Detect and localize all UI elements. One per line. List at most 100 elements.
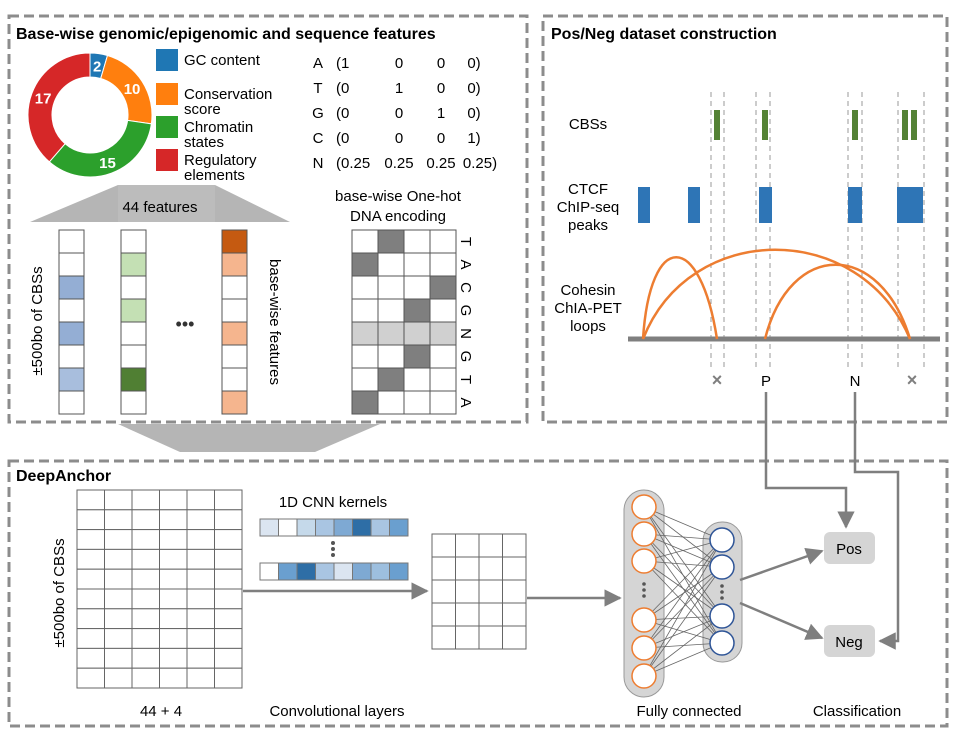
input-cell	[76, 509, 105, 531]
feature-cell	[58, 252, 85, 277]
cohesin-label-2: ChIA-PET	[554, 300, 622, 317]
conv-cell	[478, 579, 503, 604]
legend-label: Conservation	[184, 86, 272, 103]
onehot-cell	[403, 275, 431, 300]
sequence-base: A	[457, 397, 474, 407]
onehot-cell	[403, 390, 431, 415]
fc-edge	[643, 533, 723, 617]
kernel-cell	[315, 518, 335, 537]
onehot-cell	[351, 367, 379, 392]
ctcf-peak	[688, 187, 700, 223]
input-cell	[186, 647, 215, 669]
sequence-base: A	[457, 259, 474, 269]
kernel-cell	[389, 518, 409, 537]
kernel-cell	[352, 562, 372, 581]
input-cell	[159, 628, 188, 649]
deepanchor-panel-title: DeepAnchor	[16, 468, 111, 485]
onehot-value: 0	[437, 80, 445, 97]
deepanchor-panel-frame	[7, 459, 949, 728]
onehot-cell-active	[351, 252, 379, 277]
onehot-cell	[403, 229, 431, 254]
features-trapezoid-shade	[118, 185, 215, 222]
onehot-cell	[429, 252, 457, 277]
feature-cell	[221, 344, 248, 369]
onehot-value: 0)	[467, 55, 480, 72]
fc-edge	[643, 619, 723, 644]
onehot-cell	[429, 344, 457, 369]
donut-slice-label: 17	[35, 91, 52, 108]
onehot-value: 1	[395, 80, 403, 97]
fc-neuron	[631, 607, 657, 633]
fc-edge	[643, 560, 723, 644]
fc-edge	[643, 615, 723, 621]
arrow-n-to-neg	[853, 392, 900, 650]
features-panel-frame	[7, 14, 529, 424]
onehot-value: 0	[437, 130, 445, 147]
conv-cell	[502, 579, 527, 604]
onehot-value: (1	[336, 55, 349, 72]
input-cell	[186, 548, 215, 570]
conv-cell	[431, 602, 456, 627]
conv-cell	[502, 602, 527, 627]
fc-edge	[643, 560, 723, 617]
cbs-mark	[762, 110, 768, 140]
onehot-cell-active	[403, 344, 431, 369]
kernel-cell	[333, 562, 353, 581]
cbs-mark	[852, 110, 858, 140]
feature-cell	[221, 390, 248, 415]
onehot-value: (0.25	[336, 155, 370, 172]
onehot-value: 1)	[467, 130, 480, 147]
onehot-cell	[377, 275, 405, 300]
funnel-connector	[118, 424, 380, 452]
conv-label: Convolutional layers	[269, 703, 404, 720]
onehot-value: 0.25	[384, 155, 413, 172]
conv-cell	[455, 556, 480, 581]
cohesin-loop	[763, 263, 912, 340]
input-cell	[214, 529, 243, 550]
fc-neuron	[631, 663, 657, 689]
input-cell	[159, 647, 188, 669]
feature-cell	[120, 390, 147, 415]
onehot-base: N	[313, 155, 324, 172]
legend-label: GC content	[184, 52, 261, 69]
input-cell	[104, 588, 133, 610]
feature-cell	[120, 321, 147, 346]
onehot-value: 0)	[467, 80, 480, 97]
onehot-cell	[351, 344, 379, 369]
arrow-to-neg	[739, 601, 824, 640]
kernels-label: 1D CNN kernels	[279, 494, 387, 511]
onehot-value: (0	[336, 130, 349, 147]
cnn-kernels	[259, 518, 409, 581]
cbs-label: CBSs	[569, 116, 607, 133]
features-trapezoid	[30, 185, 290, 222]
neg-label: Neg	[835, 634, 863, 651]
kernel-cell	[370, 562, 390, 581]
conv-cell	[455, 533, 480, 558]
input-cell	[104, 568, 133, 590]
kernel-cell	[296, 562, 316, 581]
feature-cell	[221, 298, 248, 323]
onehot-cell-active	[429, 275, 457, 300]
input-cell	[131, 529, 160, 550]
fc-edge	[643, 539, 723, 562]
feature-cell	[58, 229, 85, 254]
onehot-cell	[403, 321, 431, 346]
onehot-cell	[377, 390, 405, 415]
input-cell	[131, 489, 160, 511]
pos-box	[824, 532, 875, 564]
onehot-cell	[403, 252, 431, 277]
conv-cell	[502, 533, 527, 558]
input-cell	[76, 489, 105, 511]
legend-swatch	[156, 116, 178, 138]
fc-edge	[643, 560, 723, 568]
kernel-ellipsis-dot	[331, 547, 335, 551]
fc-neuron	[709, 527, 735, 553]
feature-cell	[58, 390, 85, 415]
onehot-value: 0	[395, 130, 403, 147]
cohesin-loop	[641, 248, 912, 340]
input-cell	[159, 529, 188, 550]
fc-neuron	[631, 635, 657, 661]
input-y-label: ±500bo of CBSs	[51, 538, 68, 647]
kernel-cell	[352, 518, 372, 537]
fully-connected-network	[623, 489, 743, 698]
